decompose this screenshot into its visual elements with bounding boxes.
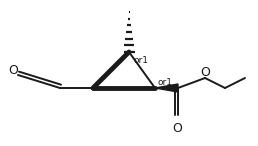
Polygon shape — [155, 84, 178, 92]
Text: O: O — [200, 66, 210, 79]
Text: O: O — [8, 64, 18, 77]
Text: or1: or1 — [158, 78, 173, 87]
Text: O: O — [172, 122, 182, 135]
Text: or1: or1 — [133, 56, 148, 65]
